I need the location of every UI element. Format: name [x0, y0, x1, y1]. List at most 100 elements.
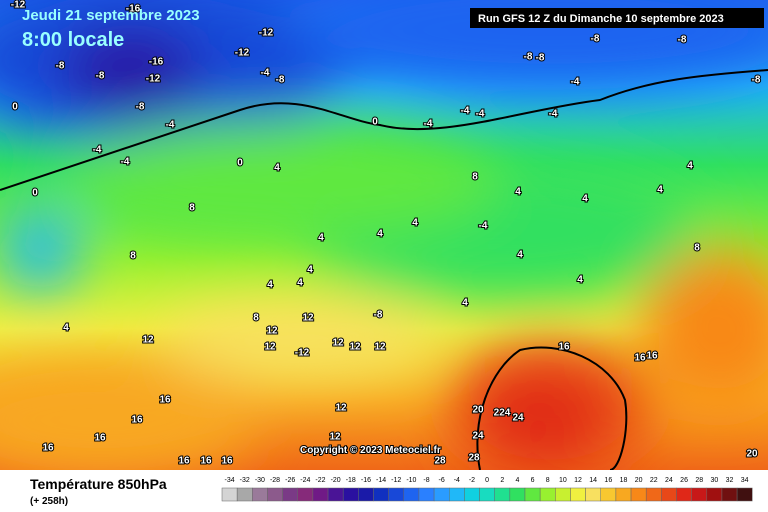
contour-label: -12	[235, 48, 250, 59]
contour-label: -12	[295, 348, 310, 359]
legend-swatch	[721, 487, 738, 502]
legend-label: -32	[240, 477, 250, 484]
contour-label: 8	[189, 203, 195, 214]
legend-swatch	[312, 487, 329, 502]
legend-swatch	[676, 487, 692, 502]
legend-swatch	[327, 487, 344, 502]
legend-label: -2	[469, 477, 475, 484]
legend-swatch	[509, 487, 526, 502]
legend-swatch	[555, 487, 571, 502]
contour-label: 8	[694, 243, 700, 254]
contour-label: 4	[517, 250, 523, 261]
legend-swatch	[252, 487, 268, 502]
legend-label: -24	[300, 477, 310, 484]
legend-label: 16	[604, 477, 612, 484]
contour-label: -8	[591, 34, 600, 45]
contour-label: -4	[479, 221, 488, 232]
contour-label: -12	[259, 28, 274, 39]
legend-label: -6	[439, 477, 445, 484]
legend-label: 12	[574, 477, 582, 484]
legend-label: -12	[391, 477, 401, 484]
contour-label: 12	[374, 342, 386, 353]
contour-label: 16	[159, 395, 171, 406]
contour-label: 8	[472, 172, 478, 183]
contour-label: 24	[512, 413, 524, 424]
legend-swatch	[736, 487, 753, 502]
legend-label: -18	[346, 477, 356, 484]
contour-label: 224	[494, 408, 511, 419]
contour-label: -8	[374, 310, 383, 321]
contour-label: -8	[96, 71, 105, 82]
contour-label: -12	[146, 74, 161, 85]
contour-label: 12	[302, 313, 314, 324]
contour-label: -16	[126, 4, 141, 15]
contour-label: 0	[32, 188, 38, 199]
legend-label: -16	[361, 477, 371, 484]
contour-label: 16	[221, 456, 233, 467]
legend-swatch	[524, 487, 541, 502]
legend-swatch	[236, 487, 253, 502]
legend-swatch	[433, 487, 450, 502]
legend-swatch	[615, 487, 632, 502]
contour-label: 12	[335, 403, 347, 414]
contour-label: 0	[12, 102, 18, 113]
contour-label: 12	[329, 432, 341, 443]
legend: -34 -32 -30 -28 -26 -24 -22 -20 -18 -16 -14 -12 -10-…	[221, 477, 753, 502]
legend-swatch	[373, 487, 389, 502]
contour-label: 4	[267, 280, 273, 291]
contour-label: 4	[318, 233, 324, 244]
contour-label: -4	[476, 109, 485, 120]
legend-label: -22	[315, 477, 325, 484]
legend-label: 8	[546, 477, 550, 484]
contour-label: 16	[94, 433, 106, 444]
legend-swatch	[600, 487, 617, 502]
contour-label: 0	[237, 158, 243, 169]
legend-swatch	[282, 487, 299, 502]
legend-label: 14	[589, 477, 597, 484]
contour-label: 4	[687, 161, 693, 172]
contour-label: 12	[349, 342, 361, 353]
contour-label: -8	[678, 35, 687, 46]
contour-label: 20	[472, 405, 484, 416]
contour-label: -4	[571, 77, 580, 88]
legend-label: 28	[695, 477, 703, 484]
legend-swatch	[449, 487, 465, 502]
legend-label: -14	[376, 477, 386, 484]
legend-label: -26	[285, 477, 295, 484]
legend-swatch	[297, 487, 314, 502]
contour-label: 4	[462, 298, 468, 309]
legend-label: -30	[255, 477, 265, 484]
legend-swatch	[479, 487, 495, 502]
legend-swatch	[706, 487, 723, 502]
contour-label: 16	[558, 342, 570, 353]
footer-title: Température 850hPa	[30, 476, 167, 492]
legend-label: 2	[500, 477, 504, 484]
contour-label: 16	[646, 351, 658, 362]
legend-label: 26	[680, 477, 688, 484]
legend-swatch	[630, 487, 647, 502]
contour-label: 4	[577, 275, 583, 286]
run-info: Run GFS 12 Z du Dimanche 10 septembre 20…	[478, 13, 724, 25]
contour-label: 4	[657, 185, 663, 196]
legend-label: 32	[726, 477, 734, 484]
contour-label: 4	[307, 265, 313, 276]
legend-swatch	[645, 487, 662, 502]
contour-label: 0	[372, 117, 378, 128]
contour-label: 28	[468, 453, 480, 464]
contour-label: -4	[166, 120, 175, 131]
contour-label: 4	[377, 229, 383, 240]
map: -12 -16-12-8-8-12-16-12-4-8-8-400 -4-4 -4 -4…	[0, 0, 768, 470]
contour-label: -4	[424, 119, 433, 130]
legend-label: -8	[423, 477, 429, 484]
legend-swatch	[570, 487, 586, 502]
legend-label: -20	[331, 477, 341, 484]
contour-label: 12	[332, 338, 344, 349]
legend-label: 6	[531, 477, 535, 484]
forecast-time: 8:00 locale	[22, 29, 124, 51]
legend-swatch	[494, 487, 511, 502]
contour-label: -8	[752, 75, 761, 86]
legend-label: -28	[270, 477, 280, 484]
contour-label: -8	[276, 75, 285, 86]
